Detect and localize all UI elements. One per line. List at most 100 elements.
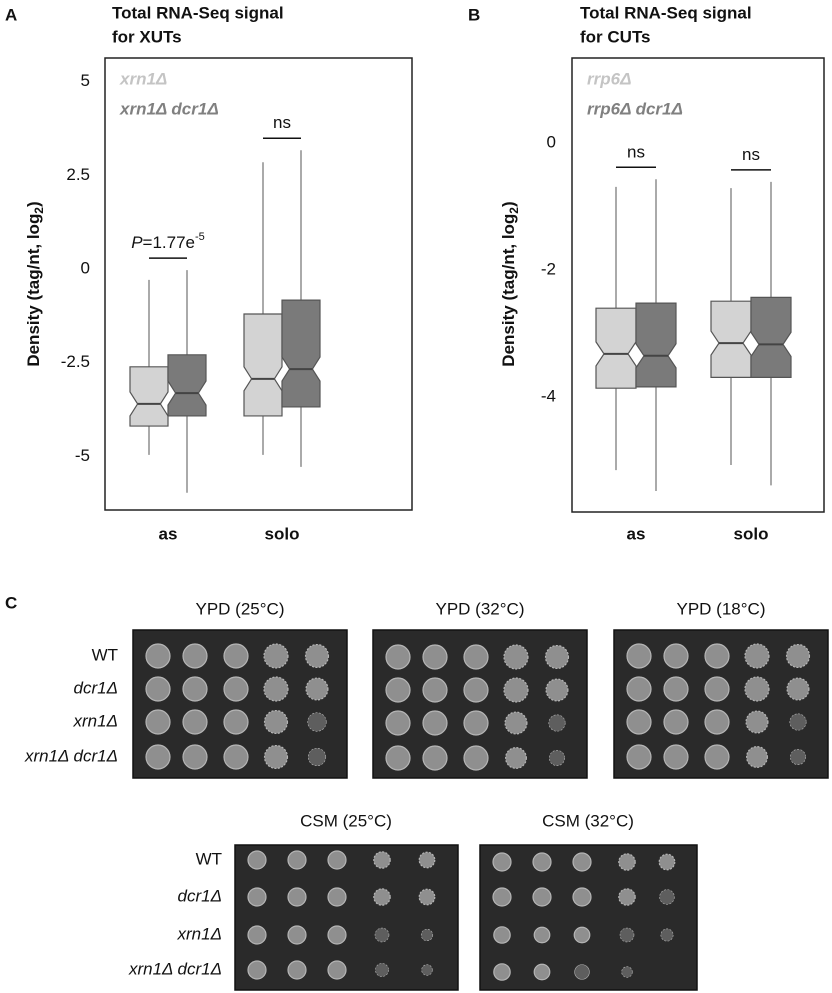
box	[167, 354, 207, 417]
spot	[327, 850, 347, 870]
plate-title: YPD (25°C)	[196, 599, 285, 618]
spot	[263, 643, 289, 669]
spot	[704, 676, 730, 702]
legend-label: rrp6Δ	[587, 69, 631, 88]
spot	[287, 960, 307, 980]
spot	[744, 676, 770, 702]
spot	[422, 710, 448, 736]
spot	[663, 709, 689, 735]
annotation: ns	[627, 143, 645, 162]
annotation-text: =1.77e	[143, 234, 195, 253]
spot	[659, 889, 675, 905]
plate	[234, 844, 459, 991]
plate-title: CSM (32°C)	[542, 811, 634, 830]
spot	[663, 643, 689, 669]
spot	[327, 960, 347, 980]
plate	[479, 844, 698, 991]
spot	[307, 712, 327, 732]
spot	[182, 676, 208, 702]
spot	[572, 852, 592, 872]
spot	[422, 644, 448, 670]
spot	[385, 710, 411, 736]
spot	[704, 744, 730, 770]
spot	[463, 745, 489, 771]
y-tick-label: 0	[81, 258, 90, 277]
spot	[626, 676, 652, 702]
spot	[263, 709, 289, 735]
box	[129, 366, 169, 427]
spot	[545, 678, 569, 702]
y-tick-label: -2	[541, 260, 556, 279]
box	[750, 296, 792, 378]
spot	[223, 709, 249, 735]
y-axis-label-text: Density (tag/nt, log	[499, 214, 518, 367]
spot	[492, 852, 512, 872]
row-label: xrn1Δ dcr1Δ	[24, 746, 118, 765]
spot	[790, 749, 806, 765]
y-axis-label: Density (tag/nt, log2)	[499, 201, 521, 366]
plate-title: YPD (18°C)	[677, 599, 766, 618]
y-axis-label-text: Density (tag/nt, log	[24, 214, 43, 367]
annotation-italic: P	[131, 234, 143, 253]
spot	[744, 643, 770, 669]
spot	[182, 744, 208, 770]
spot	[746, 746, 768, 768]
spot	[504, 711, 528, 735]
spot	[307, 747, 327, 767]
spot	[287, 850, 307, 870]
spot	[745, 710, 769, 734]
spot	[422, 745, 448, 771]
spot	[621, 966, 633, 978]
spot	[463, 710, 489, 736]
spot	[503, 644, 529, 670]
annotation-text: ns	[742, 145, 760, 164]
spot	[503, 677, 529, 703]
spot	[463, 644, 489, 670]
chart-title: Total RNA-Seq signal	[112, 3, 284, 22]
spot	[287, 887, 307, 907]
annotation: P=1.77e-5	[131, 231, 205, 253]
spot	[385, 677, 411, 703]
box	[243, 313, 283, 417]
spot	[327, 887, 347, 907]
spot	[619, 927, 635, 943]
spot	[373, 851, 391, 869]
annotation-text: ns	[273, 114, 291, 133]
box	[595, 307, 637, 389]
spot	[532, 852, 552, 872]
spot	[287, 925, 307, 945]
y-axis-label-sub: 2	[507, 207, 521, 214]
spot	[182, 709, 208, 735]
panel-label: C	[5, 593, 17, 612]
spot	[785, 643, 811, 669]
spot	[626, 709, 652, 735]
spot	[385, 745, 411, 771]
plot-frame	[571, 57, 825, 513]
spot	[145, 709, 171, 735]
spot	[375, 963, 389, 977]
y-tick-label: -5	[75, 446, 90, 465]
spot	[327, 925, 347, 945]
legend-label: rrp6Δ dcr1Δ	[587, 99, 683, 118]
spot	[786, 677, 810, 701]
spot	[533, 926, 551, 944]
y-axis-label-end: )	[24, 201, 43, 207]
spot	[385, 644, 411, 670]
y-tick-label: 0	[547, 133, 556, 152]
box	[710, 300, 752, 378]
spot	[626, 744, 652, 770]
spot	[182, 643, 208, 669]
spot	[572, 887, 592, 907]
spot	[618, 888, 636, 906]
spot	[418, 851, 436, 869]
panel-label: B	[468, 5, 480, 24]
y-tick-label: -2.5	[61, 352, 90, 371]
box	[635, 302, 677, 388]
spot	[704, 643, 730, 669]
panel-label: A	[5, 5, 17, 24]
plate-title: CSM (25°C)	[300, 811, 392, 830]
spot	[658, 853, 676, 871]
spot	[420, 928, 434, 942]
spot	[492, 887, 512, 907]
